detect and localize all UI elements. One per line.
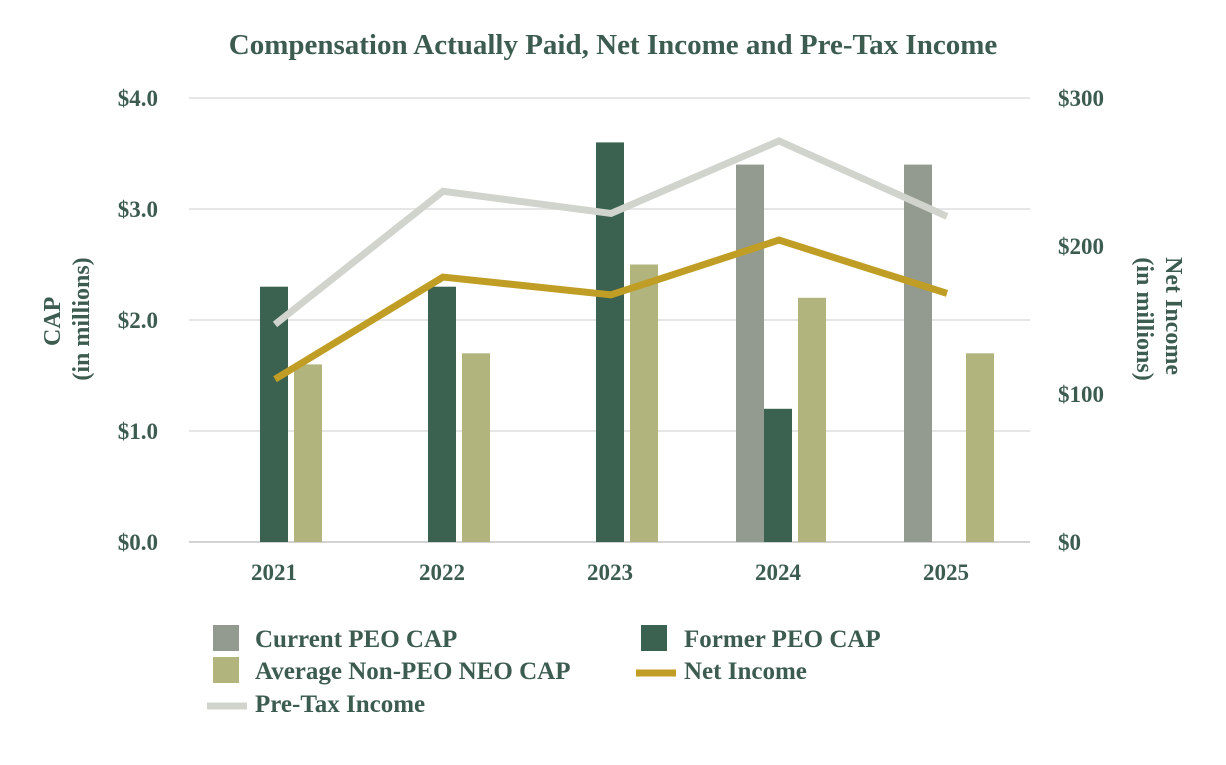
right-tick-label: $300 (1058, 86, 1104, 111)
bar-average-non-peo-neo-cap-2024 (798, 298, 826, 542)
right-tick-label: $0 (1058, 530, 1081, 555)
x-axis-ticks: 2021 2022 2023 2024 2025 (251, 560, 969, 585)
x-tick-label: 2025 (923, 560, 969, 585)
left-axis-ticks: $0.0 $1.0 $2.0 $3.0 $4.0 (118, 86, 158, 555)
bar-former-peo-cap-2021 (260, 287, 288, 542)
legend-label-average-non-peo-neo-cap: Average Non-PEO NEO CAP (255, 658, 570, 685)
bar-series (260, 142, 994, 542)
right-tick-label: $200 (1058, 234, 1104, 259)
x-tick-label: 2021 (251, 560, 297, 585)
left-axis-title-line1: CAP (40, 297, 66, 346)
legend-label-former-peo-cap: Former PEO CAP (684, 626, 881, 653)
legend-swatch-average-non-peo-neo-cap (213, 657, 239, 683)
right-axis-title-line2: (in millions) (1131, 257, 1157, 380)
left-tick-label: $4.0 (118, 86, 158, 111)
bar-former-peo-cap-2023 (596, 142, 624, 542)
bar-average-non-peo-neo-cap-2025 (966, 353, 994, 542)
bar-former-peo-cap-2024 (764, 409, 792, 542)
left-axis-title-line2: (in millions) (69, 257, 95, 380)
x-tick-label: 2023 (587, 560, 633, 585)
legend-label-current-peo-cap: Current PEO CAP (255, 626, 457, 653)
right-tick-label: $100 (1058, 382, 1104, 407)
right-axis-title: Net Income (in millions) (1131, 257, 1186, 381)
bar-current-peo-cap-2025 (904, 165, 932, 542)
left-axis-title: CAP (in millions) (40, 257, 95, 380)
left-tick-label: $3.0 (118, 197, 158, 222)
left-tick-label: $0.0 (118, 530, 158, 555)
bar-average-non-peo-neo-cap-2023 (630, 265, 658, 543)
bar-average-non-peo-neo-cap-2021 (294, 364, 322, 542)
chart-title: Compensation Actually Paid, Net Income a… (229, 29, 998, 61)
x-tick-label: 2022 (419, 560, 465, 585)
legend-label-net-income: Net Income (684, 658, 807, 685)
bar-former-peo-cap-2022 (428, 287, 456, 542)
legend-swatch-former-peo-cap (641, 625, 667, 651)
left-tick-label: $1.0 (118, 419, 158, 444)
legend-label-pre-tax-income: Pre-Tax Income (255, 691, 425, 718)
legend-swatch-current-peo-cap (213, 625, 239, 651)
bar-average-non-peo-neo-cap-2022 (462, 353, 490, 542)
right-axis-ticks: $0 $100 $200 $300 (1058, 86, 1104, 555)
x-tick-label: 2024 (755, 560, 802, 585)
right-axis-title-line1: Net Income (1160, 257, 1186, 375)
legend: Current PEO CAP Former PEO CAP Average N… (207, 625, 881, 718)
bar-current-peo-cap-2024 (736, 165, 764, 542)
left-tick-label: $2.0 (118, 308, 158, 333)
